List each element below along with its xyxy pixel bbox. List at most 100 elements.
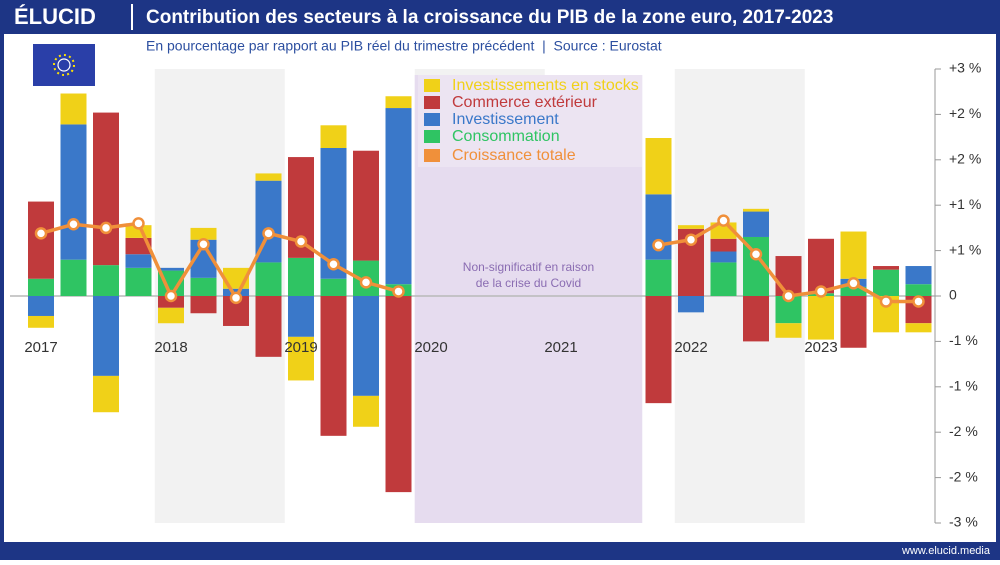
bar-segment (28, 315, 54, 328)
bar-segment (645, 259, 672, 296)
bar-segment (385, 108, 412, 285)
bar-segment (385, 296, 412, 493)
bar-segment (190, 227, 217, 240)
legend-swatch (424, 79, 440, 92)
bar-segment (60, 124, 87, 260)
bar-segment (288, 296, 314, 337)
bar-segment (93, 296, 119, 376)
bar-segment (678, 225, 704, 229)
bar-segment (190, 296, 217, 314)
bar-segment (60, 259, 87, 296)
x-tick-label: 2022 (674, 339, 707, 356)
legend-swatch (424, 113, 440, 126)
line-point (782, 289, 795, 303)
line-point (132, 217, 145, 230)
x-tick-label: 2021 (544, 339, 577, 356)
bar-segment (288, 257, 314, 296)
y-tick-label: -3 % (949, 514, 978, 530)
bar-segment (873, 269, 899, 296)
line-point (879, 295, 893, 308)
bar-segment (158, 267, 184, 271)
footer: www.elucid.media (901, 545, 991, 557)
annotation: Non-significatif en raison (463, 260, 594, 274)
bar-segment (710, 238, 737, 252)
line-point (684, 233, 698, 246)
x-tick-label: 2017 (24, 339, 57, 356)
bar-segment (743, 211, 769, 237)
legend-swatch (424, 149, 440, 162)
bar-segment (905, 284, 932, 296)
bar-segment (93, 375, 119, 413)
x-tick-label: 2020 (414, 339, 447, 356)
y-tick-label: +1 % (949, 196, 981, 212)
bar-segment (28, 278, 54, 296)
line-point (847, 277, 860, 290)
bar-segment (320, 296, 347, 436)
x-tick-label: 2023 (804, 339, 837, 356)
bar-segment (28, 201, 54, 279)
line-point (814, 285, 828, 298)
bar-segment (93, 112, 119, 266)
line-point (359, 276, 373, 289)
bar-segment (353, 395, 379, 427)
line-point (652, 238, 665, 252)
legend-label: Commerce extérieur (452, 94, 598, 111)
bar-segment (840, 231, 867, 279)
bar-segment (28, 296, 54, 316)
legend-label: Croissance totale (452, 147, 576, 164)
legend-box (418, 75, 642, 167)
bar-segment (678, 296, 704, 313)
bar-segment (255, 262, 282, 296)
x-tick-label: 2019 (284, 339, 317, 356)
bar-segment (60, 93, 87, 125)
line-point (164, 289, 178, 303)
bar-segment (288, 336, 314, 381)
line-point (67, 218, 80, 231)
bar-segment (255, 173, 282, 181)
bar-segment (93, 265, 119, 296)
y-tick-label: +3 % (949, 60, 981, 76)
bar-segment (320, 278, 347, 296)
bar-segment (190, 277, 217, 296)
bar-segment (873, 266, 899, 270)
legend-label: Consommation (452, 128, 560, 145)
bar-segment (808, 238, 834, 294)
bar-segment (743, 296, 769, 342)
bar-segment (775, 256, 802, 296)
x-tick-label: 2018 (154, 339, 187, 356)
line-point (99, 221, 113, 235)
y-tick-label: +2 % (949, 105, 981, 121)
bar-segment (905, 266, 932, 285)
bar-segment (743, 208, 769, 212)
y-tick-label: -2 % (949, 468, 978, 484)
annotation: de la crise du Covid (476, 276, 581, 290)
bar-segment (710, 262, 737, 296)
bar-segment (840, 286, 867, 296)
bar-segment (125, 267, 152, 296)
bar-segment (645, 296, 672, 404)
bar-segment (710, 251, 737, 263)
bar-segment (353, 296, 379, 396)
bar-segment (255, 296, 282, 357)
line-point (392, 285, 405, 298)
line-point (34, 227, 48, 240)
line-point (262, 227, 275, 240)
y-tick-label: -1 % (949, 378, 978, 394)
y-tick-label: +1 % (949, 241, 981, 257)
eu-flag (33, 44, 95, 86)
bar-segment (775, 323, 802, 338)
bar-segment (353, 150, 379, 261)
bar-segment (840, 296, 867, 348)
bar-segment (320, 125, 347, 148)
line-point (912, 295, 925, 308)
bar-segment (158, 307, 184, 324)
bar-segment (125, 254, 152, 268)
line-point (294, 235, 308, 248)
line-point (327, 257, 340, 271)
chart-title: Contribution des secteurs à la croissanc… (146, 7, 833, 28)
legend-label: Investissement (452, 111, 559, 128)
y-tick-label: -1 % (949, 332, 978, 348)
bar-segment (808, 296, 834, 340)
